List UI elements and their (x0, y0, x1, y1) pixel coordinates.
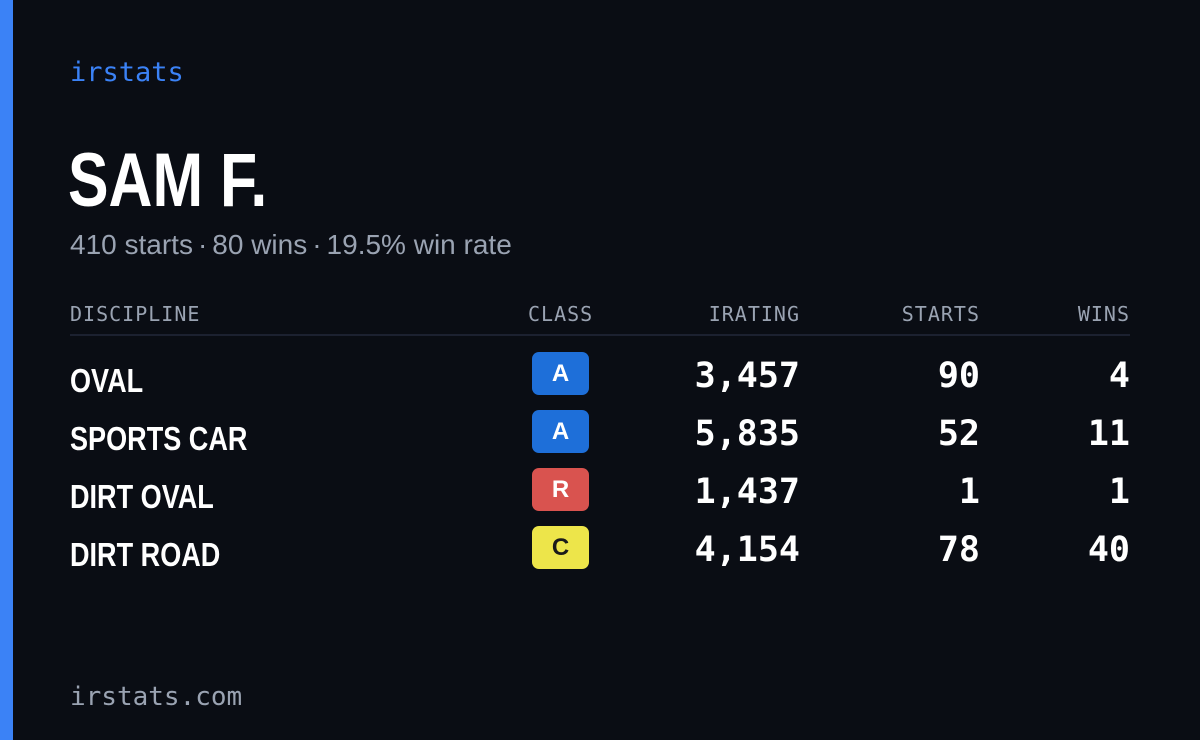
table-row: DIRT OVAL R 1,437 1 1 (70, 468, 1130, 526)
brand-logo-text: irstats (70, 57, 184, 88)
header-wins: WINS (1077, 302, 1130, 326)
header-discipline: DISCIPLINE (70, 302, 201, 326)
wins-value: 40 (1087, 530, 1130, 570)
discipline-name: OVAL (70, 362, 144, 399)
header-starts: STARTS (901, 302, 980, 326)
summary-win-rate: 19.5% win rate (326, 229, 512, 260)
class-badge: A (532, 410, 589, 453)
table-header-row: DISCIPLINE CLASS IRATING STARTS WINS (70, 298, 1130, 336)
accent-bar (0, 0, 13, 740)
table-body: OVAL A 3,457 90 4 SPORTS CAR A 5,835 52 … (70, 352, 1130, 584)
irating-value: 5,835 (694, 414, 800, 454)
discipline-table: DISCIPLINE CLASS IRATING STARTS WINS OVA… (70, 298, 1130, 584)
starts-value: 78 (937, 530, 980, 570)
header-irating: IRATING (708, 302, 800, 326)
summary-wins: 80 wins (212, 229, 308, 260)
table-row: DIRT ROAD C 4,154 78 40 (70, 526, 1130, 584)
starts-value: 1 (958, 472, 980, 512)
irating-value: 3,457 (694, 356, 800, 396)
starts-value: 90 (937, 356, 980, 396)
player-summary: 410 starts · 80 wins · 19.5% win rate (70, 228, 512, 262)
header-class: CLASS (528, 302, 594, 326)
summary-separator: · (312, 229, 322, 260)
wins-value: 4 (1108, 356, 1130, 396)
table-row: SPORTS CAR A 5,835 52 11 (70, 410, 1130, 468)
class-badge: A (532, 352, 589, 395)
class-badge: R (532, 468, 589, 511)
discipline-name: SPORTS CAR (70, 420, 248, 457)
summary-starts: 410 starts (70, 229, 193, 260)
footer-url: irstats.com (70, 682, 243, 712)
discipline-name: DIRT OVAL (70, 478, 214, 515)
table-row: OVAL A 3,457 90 4 (70, 352, 1130, 410)
wins-value: 1 (1108, 472, 1130, 512)
summary-separator: · (197, 229, 208, 260)
discipline-name: DIRT ROAD (70, 536, 221, 573)
class-badge: C (532, 526, 589, 569)
wins-value: 11 (1087, 414, 1130, 454)
player-name: SAM F. (68, 138, 268, 223)
irating-value: 4,154 (694, 530, 800, 570)
irating-value: 1,437 (694, 472, 800, 512)
starts-value: 52 (937, 414, 980, 454)
